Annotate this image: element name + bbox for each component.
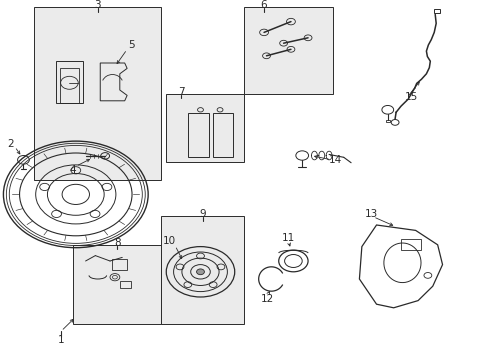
Text: 6: 6	[260, 0, 267, 10]
Text: 8: 8	[114, 238, 121, 248]
Text: 11: 11	[281, 233, 295, 243]
Bar	[244, 7, 332, 94]
Text: 13: 13	[364, 209, 378, 219]
Polygon shape	[100, 63, 127, 101]
Text: 9: 9	[199, 209, 206, 219]
Text: 4: 4	[69, 165, 76, 175]
Text: 12: 12	[260, 294, 274, 304]
Text: 15: 15	[404, 92, 418, 102]
Text: 7: 7	[177, 87, 184, 97]
Text: 1: 1	[58, 335, 64, 345]
Text: 2: 2	[7, 139, 14, 149]
Bar	[161, 216, 244, 324]
Text: 14: 14	[327, 155, 341, 165]
Text: 10: 10	[163, 236, 176, 246]
Circle shape	[196, 269, 204, 275]
Text: 5: 5	[127, 40, 134, 50]
Bar	[34, 7, 161, 180]
Text: 3: 3	[94, 0, 101, 10]
Bar	[166, 94, 244, 162]
Polygon shape	[56, 61, 83, 103]
Bar	[73, 245, 161, 324]
